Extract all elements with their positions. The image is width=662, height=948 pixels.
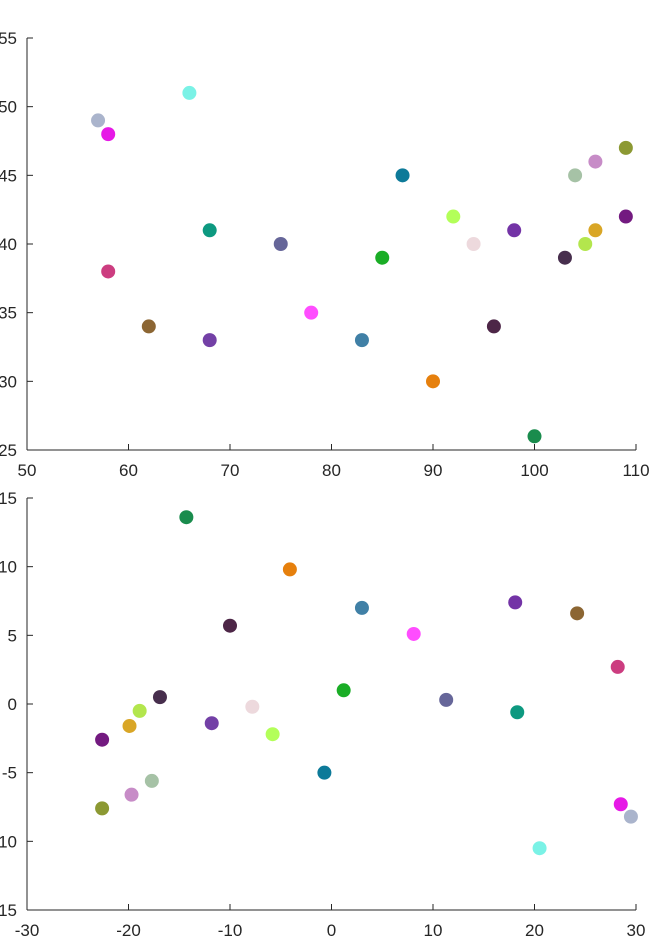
x-tick-label: 90 bbox=[424, 461, 443, 480]
data-point bbox=[182, 85, 197, 100]
y-tick-label: 45 bbox=[0, 166, 17, 185]
x-tick-label: 110 bbox=[622, 461, 649, 480]
y-tick-label: 25 bbox=[0, 441, 17, 460]
data-point bbox=[588, 154, 603, 169]
data-point bbox=[336, 683, 351, 698]
x-tick-label: 70 bbox=[221, 461, 240, 480]
y-tick-label: -10 bbox=[0, 832, 17, 851]
y-tick-label: 35 bbox=[0, 304, 17, 323]
data-point bbox=[439, 692, 454, 707]
data-point bbox=[570, 606, 585, 621]
data-point bbox=[144, 773, 159, 788]
data-point bbox=[202, 223, 217, 238]
x-tick-label: -10 bbox=[218, 921, 243, 940]
data-point bbox=[282, 562, 297, 577]
data-point bbox=[613, 797, 628, 812]
data-point bbox=[245, 699, 260, 714]
data-point bbox=[527, 429, 542, 444]
data-point bbox=[578, 237, 593, 251]
data-point bbox=[95, 801, 110, 816]
data-point bbox=[132, 703, 147, 718]
x-tick-label: 10 bbox=[424, 921, 443, 940]
data-point bbox=[395, 168, 410, 183]
x-tick-label: 50 bbox=[18, 461, 37, 480]
data-point bbox=[101, 264, 116, 279]
data-point bbox=[317, 765, 332, 780]
y-tick-label: 10 bbox=[0, 558, 17, 577]
x-tick-label: 30 bbox=[627, 921, 646, 940]
data-point bbox=[610, 659, 625, 674]
data-point bbox=[202, 333, 217, 348]
data-point bbox=[486, 319, 501, 334]
x-tick-label: 60 bbox=[119, 461, 138, 480]
data-point bbox=[304, 305, 319, 320]
data-point bbox=[101, 127, 116, 142]
data-point bbox=[223, 618, 237, 633]
y-tick-label: 15 bbox=[0, 489, 17, 508]
y-tick-label: 5 bbox=[8, 626, 17, 645]
y-tick-label: -5 bbox=[2, 764, 17, 783]
scatter-plot-bottom: -30 -20 -10 0 10 20 30 -15 -10 -5 0 5 10 15 bbox=[0, 489, 645, 940]
x-tick-label: 0 bbox=[327, 921, 336, 940]
data-point bbox=[623, 809, 638, 824]
scatter-plot-top: 50 60 70 80 90 100 110 25 30 35 40 45 50 55 bbox=[0, 29, 650, 480]
data-point bbox=[91, 113, 106, 128]
data-point bbox=[124, 787, 139, 802]
data-point bbox=[375, 250, 390, 265]
data-point bbox=[557, 250, 572, 265]
data-point bbox=[406, 626, 421, 641]
x-tick-label: 100 bbox=[520, 461, 548, 480]
data-point bbox=[426, 374, 440, 389]
y-tick-label: 55 bbox=[0, 29, 17, 48]
data-point bbox=[510, 705, 525, 720]
data-point bbox=[122, 718, 137, 733]
y-tick-label: 30 bbox=[0, 372, 17, 391]
data-point bbox=[265, 727, 280, 742]
data-point bbox=[95, 732, 110, 747]
y-tick-label: 0 bbox=[8, 695, 17, 714]
data-point bbox=[568, 168, 583, 183]
data-point bbox=[152, 690, 167, 705]
data-point bbox=[141, 319, 156, 334]
data-point bbox=[204, 716, 219, 731]
data-point bbox=[354, 600, 369, 615]
data-point bbox=[588, 223, 603, 238]
data-point bbox=[466, 237, 481, 251]
data-point bbox=[508, 595, 523, 610]
data-point bbox=[273, 237, 288, 251]
data-point bbox=[532, 841, 547, 856]
data-point bbox=[618, 209, 633, 224]
data-point bbox=[354, 333, 369, 348]
data-point bbox=[446, 209, 461, 224]
data-point bbox=[618, 140, 633, 155]
data-point bbox=[507, 223, 522, 238]
x-tick-label: -20 bbox=[116, 921, 141, 940]
y-tick-label: -15 bbox=[0, 901, 17, 920]
x-tick-label: 20 bbox=[525, 921, 544, 940]
x-tick-label: -30 bbox=[15, 921, 40, 940]
y-tick-label: 40 bbox=[0, 235, 17, 254]
y-tick-label: 50 bbox=[0, 98, 17, 117]
x-tick-label: 80 bbox=[322, 461, 341, 480]
data-point bbox=[179, 510, 194, 525]
